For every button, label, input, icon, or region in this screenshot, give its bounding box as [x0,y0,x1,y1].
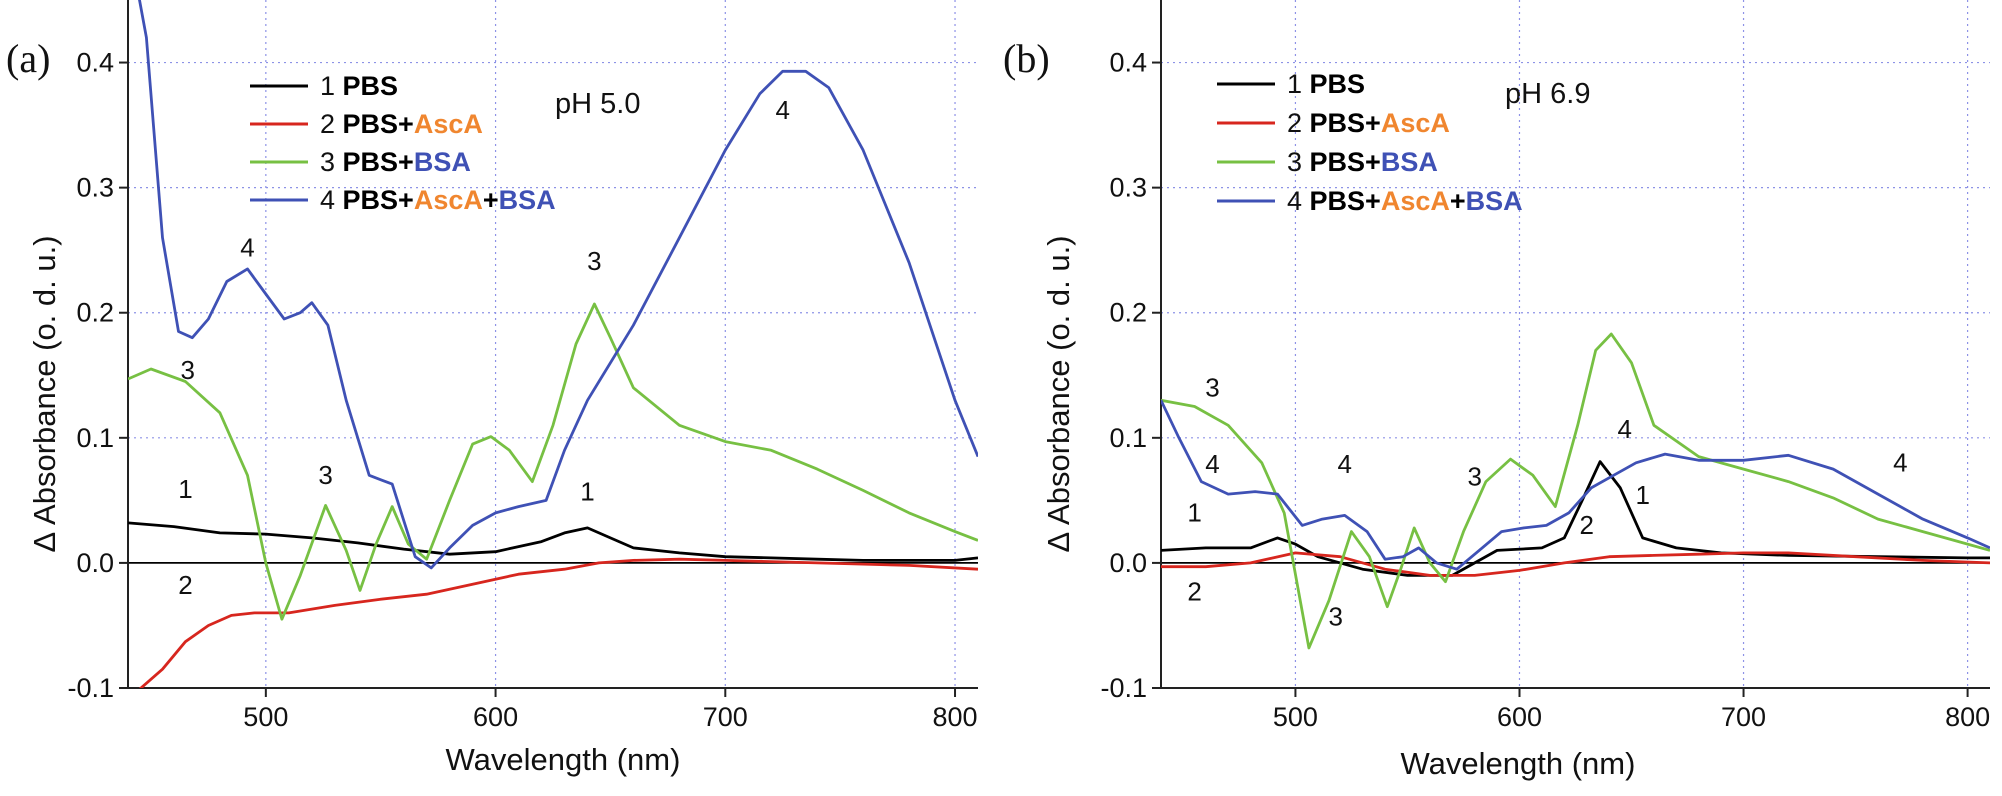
panel-a-series-4-line [138,0,978,570]
panel-a-y-tick-label: -0.1 [67,673,114,703]
panel-b-legend-entry-2: 2 PBS+AscA [1287,108,1450,138]
panel-a-x-tick-label: 500 [243,702,288,732]
panel-b-y-tick-label: 0.3 [1109,173,1147,203]
panel-b-x-axis-label: Wavelength (nm) [1401,746,1636,781]
panel-b-curve-annotation: 2 [1187,576,1201,606]
panel-a-curve-annotation: 4 [240,232,254,262]
panel-b-curve-annotation: 3 [1467,461,1481,491]
panel-b-y-axis-label: Δ Absorbance (o. d. u.) [1041,235,1076,552]
panel-b-curve-annotation: 4 [1618,414,1632,444]
panel-a-x-tick-label: 600 [473,702,518,732]
panel-a-legend-entry-1: 1 PBS [320,71,398,101]
panel-b-x-tick-label: 500 [1273,702,1318,732]
panel-a-condition: pH 5.0 [555,88,640,120]
panel-b-curve-annotation: 1 [1187,498,1201,528]
panel-a-x-axis-label: Wavelength (nm) [446,742,681,777]
panel-a-curve-annotation: 3 [318,460,332,490]
panel-b-curve-annotation: 4 [1893,448,1907,478]
panel-a-series-3-line [128,302,978,621]
panel-a-x-tick-label: 700 [703,702,748,732]
panel-b-legend-entry-3: 3 PBS+BSA [1287,147,1438,177]
panel-a-legend-entry-3: 3 PBS+BSA [320,147,471,177]
panel-b-curve-annotation: 1 [1635,480,1649,510]
panel-b-series-3-line [1161,332,1990,650]
panel-a-legend-entry-4: 4 PBS+AscA+BSA [320,185,556,215]
panel-b-x-tick-label: 800 [1945,702,1990,732]
panel-b-curve-annotation: 3 [1329,601,1343,631]
panel-a-curve-annotation: 1 [580,476,594,506]
panel-b-condition: pH 6.9 [1505,78,1590,110]
panel-a-y-tick-label: 0.4 [76,48,114,78]
panel-b-y-tick-label: 0.4 [1109,48,1147,78]
panel-a-y-tick-label: 0.0 [76,548,114,578]
panel-a-series-1-line [128,521,978,562]
panel-b-curve-annotation: 4 [1337,449,1351,479]
panel-b-series-4-line [1161,399,1990,571]
panel-a-curve-annotation: 1 [178,474,192,504]
panel-a-legend-entry-2: 2 PBS+AscA [320,109,483,139]
panel-a-series-2-line [138,557,978,688]
panel-a-y-tick-label: 0.3 [76,173,114,203]
panel-b-legend-entry-1: 1 PBS [1287,69,1365,99]
panel-a-curve-annotation: 3 [587,246,601,276]
panel-b-label: (b) [1003,36,1050,81]
panel-b-y-tick-label: 0.1 [1109,423,1147,453]
panel-b-x-tick-label: 600 [1497,702,1542,732]
panel-b-curve-annotation: 3 [1205,373,1219,403]
panel-a-curve-annotation: 3 [180,355,194,385]
panel-b-x-tick-label: 700 [1721,702,1766,732]
panel-b-y-tick-label: -0.1 [1100,673,1147,703]
panel-a-y-axis-label: Δ Absorbance (o. d. u.) [27,235,62,552]
panel-b-y-tick-label: 0.0 [1109,548,1147,578]
panel-b-y-tick-label: 0.2 [1109,298,1147,328]
panel-b: (b) pH 6.9 Wavelength (nm) Δ Absorbance … [1003,0,1990,781]
panel-b-curve-annotation: 2 [1579,510,1593,540]
panel-a-curve-annotation: 2 [178,570,192,600]
panel-b-legend-entry-4: 4 PBS+AscA+BSA [1287,186,1523,216]
panel-a: (a) pH 5.0 Wavelength (nm) Δ Absorbance … [6,0,978,777]
panel-a-y-tick-label: 0.2 [76,298,114,328]
panel-b-series-2-line [1161,551,1990,577]
panel-a-x-tick-label: 800 [932,702,977,732]
panel-a-curve-annotation: 4 [775,95,789,125]
panel-a-y-tick-label: 0.1 [76,423,114,453]
panel-a-label: (a) [6,36,50,81]
panel-b-curve-annotation: 4 [1205,449,1219,479]
